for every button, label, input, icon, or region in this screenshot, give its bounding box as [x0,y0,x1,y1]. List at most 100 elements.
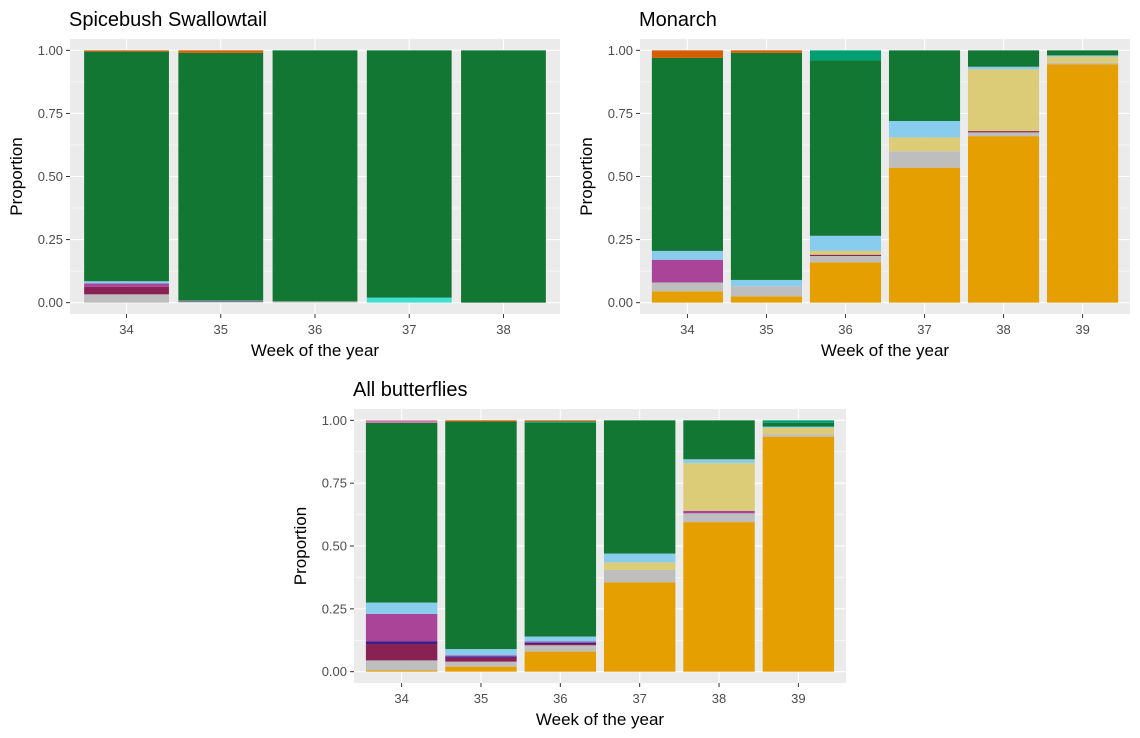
bar-segment-39-1 [1047,62,1119,65]
bar-segment-37-5 [888,120,961,138]
bar-segment-34-3 [84,283,169,287]
x-axis-title: Week of the year [536,710,665,729]
y-tick-label: 0.50 [608,169,633,184]
y-tick-label: 0.25 [322,601,347,616]
chart-title: Spicebush Swallowtail [69,9,267,31]
bar-segment-34-6 [84,51,169,282]
bar-segment-37-6 [888,50,961,121]
bar-segment-38-0 [683,522,755,672]
bar-segment-37-7 [603,420,676,554]
bar-segment-34-5 [651,250,723,260]
bar-segment-37-0 [603,582,676,672]
bar-segment-38-6 [461,50,546,303]
bar-segment-36-7 [524,422,597,637]
bar-segment-38-4 [683,510,755,514]
x-tick-label: 38 [496,322,510,337]
bar-segment-35-3 [445,656,517,658]
bar-segment-37-5 [366,297,452,303]
bar-segment-39-6 [762,426,835,428]
bar-segment-38-7 [683,420,755,460]
bar-segment-34-1 [84,294,169,303]
bar-segment-35-2 [178,301,264,302]
bar-segment-35-4 [445,655,517,657]
bar-segment-35-2 [445,657,517,662]
y-tick-label: 0.75 [322,476,347,491]
chart-panel-1: 0.00 0.25 0.50 0.75 1.00 34 35 36 37 38 39 Week of … [577,9,1130,360]
bar-segment-36-3 [524,642,597,645]
x-tick-label: 37 [917,322,931,337]
bar-segment-38-1 [967,132,1040,137]
bar-segment-35-7 [445,421,517,650]
bar-segment-34-1 [651,282,723,292]
bar-segment-36-7 [809,50,882,61]
x-tick-label: 39 [1075,322,1089,337]
bar-segment-38-6 [967,50,1040,67]
y-tick-label: 1.00 [38,43,63,58]
bar-segment-36-1 [272,301,358,303]
chart-title: All butterflies [353,379,468,401]
bar-segment-34-1 [365,660,438,671]
bar-segment-39-6 [1047,50,1119,56]
bar-segment-34-7 [84,50,169,52]
bar-segment-35-0 [730,296,803,303]
bar-segment-34-3 [365,641,438,645]
y-tick-label: 0.25 [608,232,633,247]
bar-segment-35-1 [445,661,517,667]
bar-segment-39-0 [1047,64,1119,303]
bar-segment-38-4 [967,69,1040,132]
y-tick-label: 0.50 [322,539,347,554]
bar-segment-36-8 [524,421,597,423]
bar-segment-34-6 [651,57,723,251]
bar-segment-39-8 [762,420,835,423]
x-axis-title: Week of the year [251,341,380,360]
bar-segment-38-2 [967,131,1040,133]
bar-segment-36-9 [524,420,597,422]
y-tick-label: 1.00 [322,413,347,428]
y-axis-title: Proportion [577,137,596,215]
bar-segment-36-4 [809,250,882,255]
chart-panel-0: 0.00 0.25 0.50 0.75 1.00 34 35 36 37 38 Week of th… [7,9,560,360]
x-tick-label: 37 [632,691,646,706]
bar-segment-35-5 [730,279,803,287]
bar-segment-34-8 [651,50,723,58]
bar-segment-37-5 [603,562,676,570]
bar-segment-36-0 [524,651,597,672]
y-tick-label: 0.00 [608,295,633,310]
bar-segment-39-7 [762,422,835,427]
x-tick-label: 34 [119,322,133,337]
bar-segment-34-4 [365,613,438,642]
bar-segment-36-5 [809,235,882,251]
x-tick-label: 35 [474,691,488,706]
bar-segment-39-0 [762,436,835,672]
chart-panel-2: 0.00 0.25 0.50 0.75 1.00 34 35 36 37 38 39 Week of … [291,379,846,729]
bar-segment-34-6 [365,602,438,614]
bar-segment-35-0 [445,666,517,672]
y-tick-label: 0.50 [38,169,63,184]
bar-segment-38-0 [967,136,1040,303]
bar-segment-36-1 [524,645,597,652]
bar-segment-34-2 [84,286,169,295]
bar-segment-35-6 [178,52,264,301]
bar-segment-37-4 [888,137,961,152]
bar-segment-38-6 [683,459,755,464]
bar-segment-34-7 [365,422,438,603]
bar-segment-34-3 [651,259,723,283]
x-tick-label: 39 [791,691,805,706]
bar-segment-35-6 [730,52,803,280]
y-tick-label: 0.00 [322,664,347,679]
bar-segment-38-5 [683,463,755,511]
bar-segment-36-6 [809,60,882,236]
bar-segment-36-1 [809,255,882,263]
bar-segment-38-5 [967,66,1040,70]
bar-segment-35-1 [730,286,803,297]
bar-segment-34-4 [84,281,169,284]
bar-segment-35-6 [445,649,517,656]
bar-segment-35-9 [445,420,517,422]
x-tick-label: 38 [996,322,1010,337]
x-tick-label: 38 [712,691,726,706]
bar-segment-38-1 [683,513,755,523]
bar-segment-35-4 [178,300,264,302]
bar-segment-39-5 [1047,55,1119,57]
bar-segment-34-0 [651,291,723,303]
